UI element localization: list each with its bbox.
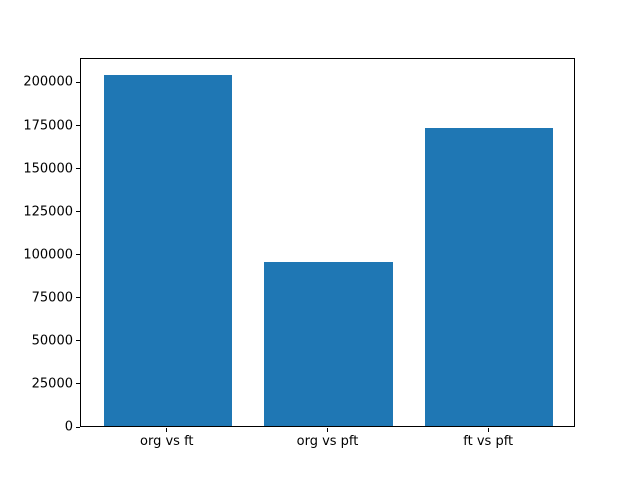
x-tick-mark (327, 427, 328, 432)
y-tick-mark (75, 81, 80, 83)
y-tick-label: 175000 (23, 118, 73, 134)
y-tick-mark (75, 297, 80, 299)
y-tick-mark (75, 211, 80, 213)
y-tick-label: 200000 (23, 74, 73, 90)
y-tick-label: 125000 (23, 204, 73, 220)
y-tick-label: 25000 (31, 376, 73, 392)
bar-org-vs-pft (264, 262, 393, 426)
y-tick-mark (75, 340, 80, 342)
x-tick-label: ft vs pft (463, 434, 514, 449)
x-tick-label: org vs ft (140, 434, 194, 449)
y-tick-label: 0 (64, 419, 73, 435)
x-tick-mark (487, 427, 489, 432)
y-tick-label: 150000 (23, 161, 73, 177)
x-tick-label: org vs pft (296, 434, 359, 449)
y-tick-mark (75, 383, 80, 385)
x-tick-mark (166, 427, 168, 432)
y-tick-label: 50000 (31, 333, 73, 349)
y-tick-label: 100000 (23, 247, 73, 263)
plot-area (80, 58, 575, 427)
y-tick-mark (75, 426, 80, 428)
y-tick-mark (75, 254, 80, 256)
y-tick-mark (75, 168, 80, 170)
bar-org-vs-ft (103, 74, 233, 426)
y-tick-mark (75, 125, 80, 127)
y-tick-label: 75000 (31, 290, 73, 306)
bar-ft-vs-pft (424, 127, 554, 426)
